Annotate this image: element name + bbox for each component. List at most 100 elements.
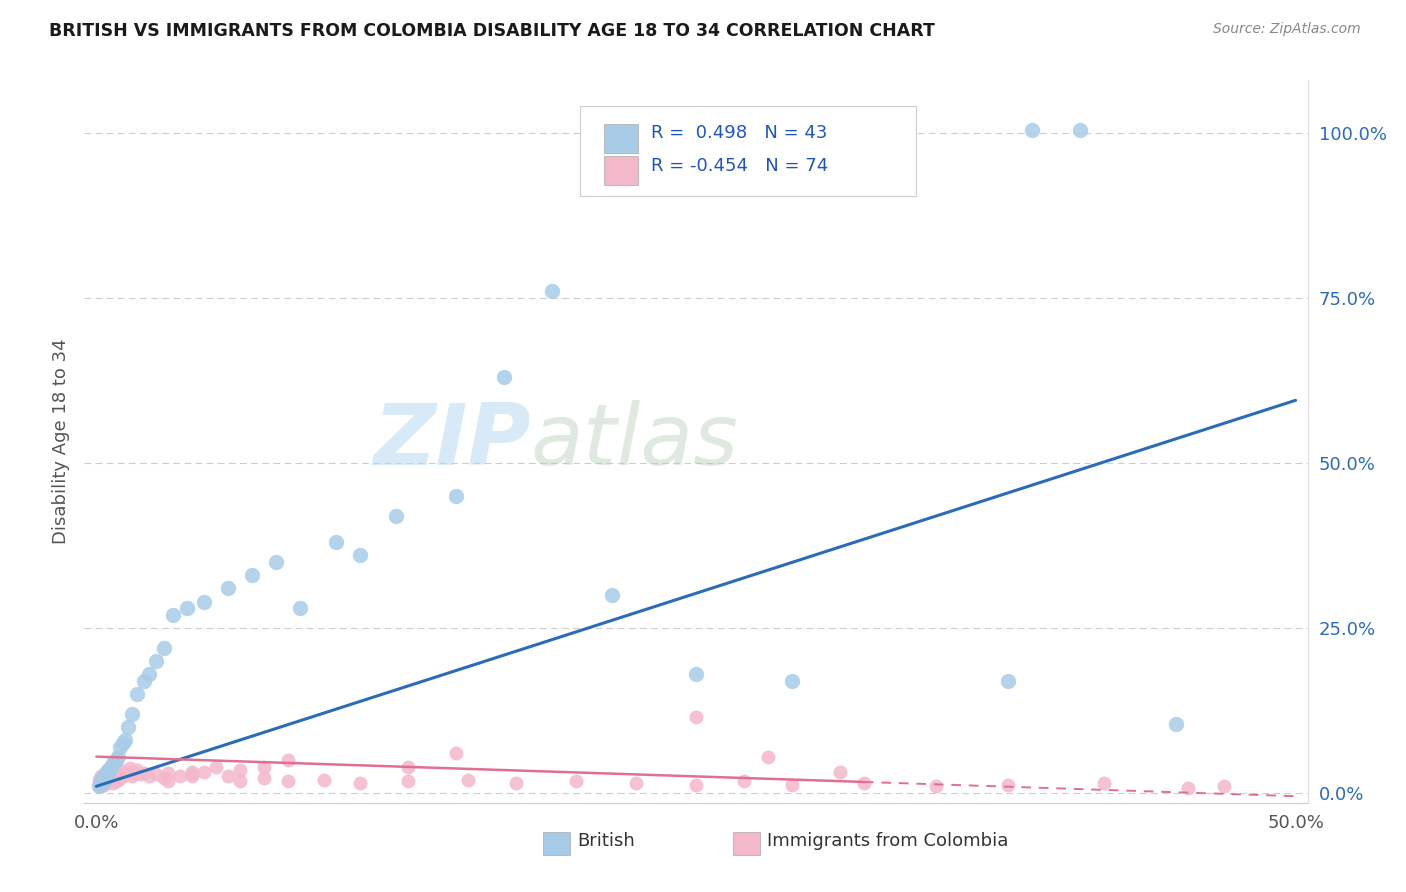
Point <box>94 766 117 780</box>
Point <box>128 767 150 781</box>
Y-axis label: Disability Age 18 to 34: Disability Age 18 to 34 <box>52 339 70 544</box>
Point <box>828 764 851 779</box>
Point <box>111 736 134 750</box>
Point <box>100 772 122 787</box>
Point <box>541 285 564 299</box>
Point <box>152 640 174 655</box>
Point <box>114 733 136 747</box>
Point <box>1177 780 1199 795</box>
Point <box>121 706 143 721</box>
Point <box>325 535 347 549</box>
Point <box>138 667 160 681</box>
Point <box>217 582 239 596</box>
Point <box>118 761 141 775</box>
Point <box>93 772 115 787</box>
Point <box>396 774 419 789</box>
Point <box>277 774 299 789</box>
Point <box>87 776 110 790</box>
Point <box>349 549 371 563</box>
Text: R =  0.498   N = 43: R = 0.498 N = 43 <box>651 124 827 142</box>
Point <box>1092 776 1115 790</box>
Point <box>152 772 174 786</box>
Bar <box>605 124 638 153</box>
Point <box>90 772 112 787</box>
Point <box>349 776 371 790</box>
Point <box>101 764 124 779</box>
Point <box>104 767 127 781</box>
Point <box>110 763 132 777</box>
Point <box>93 769 115 783</box>
Point <box>290 601 312 615</box>
Point <box>104 753 127 767</box>
Point <box>733 774 755 789</box>
Point <box>505 776 527 790</box>
Point <box>94 776 117 790</box>
Point <box>181 769 204 783</box>
Point <box>134 766 156 780</box>
Point <box>253 772 276 786</box>
Point <box>277 753 299 767</box>
Point <box>385 508 408 523</box>
Point <box>134 673 156 688</box>
Point <box>852 776 875 790</box>
Point <box>127 687 149 701</box>
Point <box>264 555 287 569</box>
Point <box>90 776 112 790</box>
Point <box>600 588 623 602</box>
Point <box>624 776 647 790</box>
Point <box>685 710 707 724</box>
Bar <box>605 156 638 185</box>
Point <box>101 776 124 790</box>
Point <box>229 763 252 777</box>
Point <box>93 778 115 792</box>
Point <box>565 774 588 789</box>
Point <box>138 769 160 783</box>
Point <box>997 778 1019 792</box>
Point <box>205 759 228 773</box>
Text: atlas: atlas <box>531 400 738 483</box>
Point <box>780 673 803 688</box>
Point <box>181 764 204 779</box>
Point <box>127 763 149 777</box>
Point <box>94 766 117 780</box>
Point <box>104 774 127 789</box>
Text: ZIP: ZIP <box>373 400 531 483</box>
Point <box>111 769 134 783</box>
Point <box>396 759 419 773</box>
Point <box>90 780 112 794</box>
Point <box>94 772 117 786</box>
Point <box>87 780 110 794</box>
Point <box>145 767 167 781</box>
Point <box>1164 716 1187 731</box>
Point <box>925 780 948 794</box>
Point <box>229 774 252 789</box>
Point <box>124 766 146 780</box>
Point <box>494 370 516 384</box>
Point <box>110 739 132 754</box>
Point <box>253 759 276 773</box>
Point <box>101 772 124 786</box>
Point <box>193 764 215 779</box>
Point <box>90 769 112 783</box>
Point <box>97 769 120 783</box>
Point <box>240 568 263 582</box>
Point <box>444 747 467 761</box>
Bar <box>733 831 759 855</box>
Point <box>145 654 167 668</box>
Point <box>181 767 204 781</box>
Point <box>93 767 115 781</box>
Point <box>114 767 136 781</box>
Point <box>94 772 117 786</box>
Point <box>87 780 110 794</box>
Point <box>193 594 215 608</box>
Point <box>100 767 122 781</box>
FancyBboxPatch shape <box>579 105 917 196</box>
Point <box>780 778 803 792</box>
Text: Source: ZipAtlas.com: Source: ZipAtlas.com <box>1213 22 1361 37</box>
Point <box>444 489 467 503</box>
Point <box>157 774 180 789</box>
Point <box>107 749 129 764</box>
Point <box>100 759 122 773</box>
Point <box>685 667 707 681</box>
Point <box>162 607 184 622</box>
